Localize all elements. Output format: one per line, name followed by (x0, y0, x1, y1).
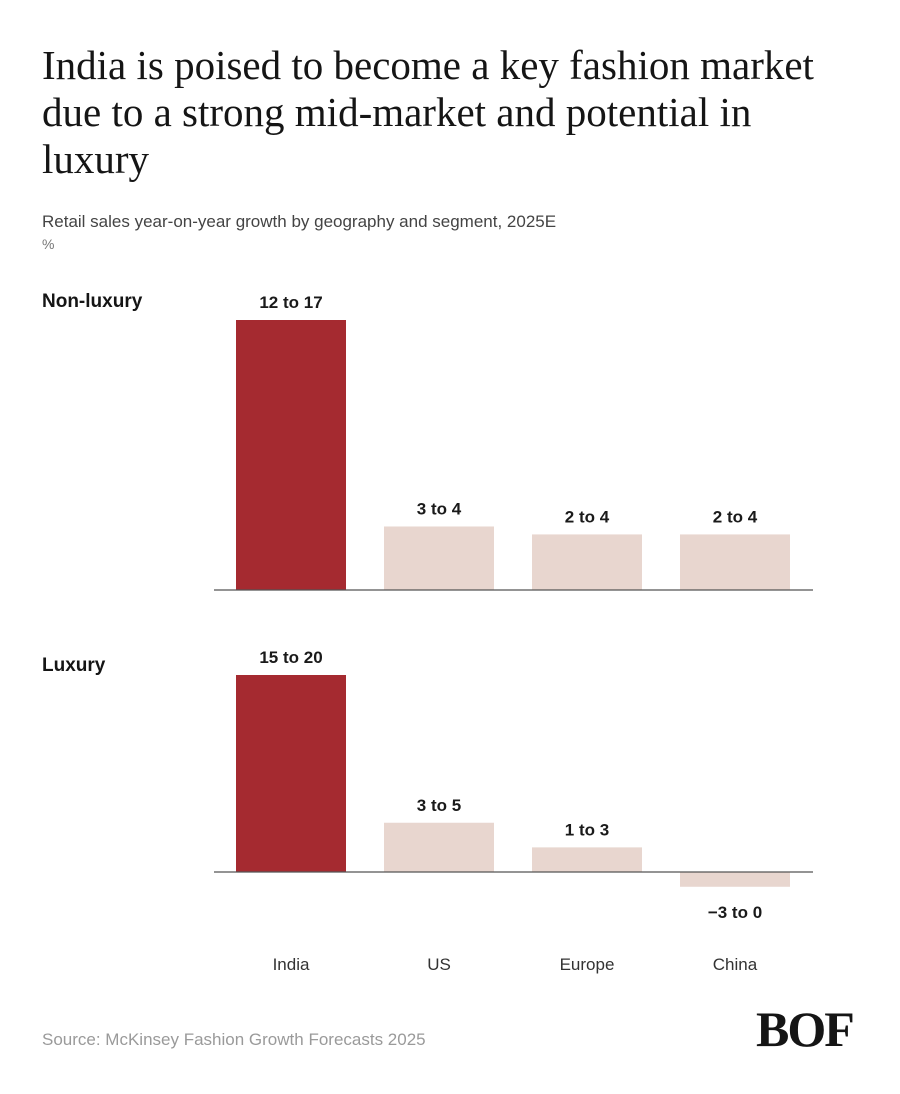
category-label-us: US (427, 955, 451, 974)
bar-luxury-europe (532, 847, 642, 872)
bar-non-luxury-europe (532, 534, 642, 590)
chart-title: India is poised to become a key fashion … (42, 42, 814, 182)
category-label-india: India (273, 955, 310, 974)
bar-non-luxury-india (236, 320, 346, 590)
value-label-luxury-europe: 1 to 3 (565, 820, 609, 839)
unit-label: % (42, 236, 55, 252)
segment-label-non-luxury: Non-luxury (42, 291, 143, 312)
value-label-luxury-china: −3 to 0 (708, 903, 762, 922)
value-label-non-luxury-india: 12 to 17 (259, 293, 322, 312)
category-label-europe: Europe (560, 955, 615, 974)
bar-luxury-us (384, 822, 494, 872)
value-label-non-luxury-europe: 2 to 4 (565, 507, 610, 526)
segment-label-luxury: Luxury (42, 655, 106, 676)
bof-logo: BOF (756, 1001, 855, 1057)
source-note: Source: McKinsey Fashion Growth Forecast… (42, 1030, 426, 1049)
chart-subtitle: Retail sales year-on-year growth by geog… (42, 212, 557, 231)
bar-luxury-india (236, 675, 346, 872)
category-label-china: China (713, 955, 758, 974)
bar-non-luxury-china (680, 534, 790, 590)
chart-area: Non-luxury 12 to 17 3 to 4 2 to 4 2 to 4 Luxu… (42, 291, 813, 974)
value-label-luxury-us: 3 to 5 (417, 796, 461, 815)
value-label-luxury-india: 15 to 20 (259, 648, 322, 667)
bar-non-luxury-us (384, 526, 494, 590)
value-label-non-luxury-us: 3 to 4 (417, 499, 462, 518)
value-label-non-luxury-china: 2 to 4 (713, 507, 758, 526)
bar-luxury-china (680, 872, 790, 887)
